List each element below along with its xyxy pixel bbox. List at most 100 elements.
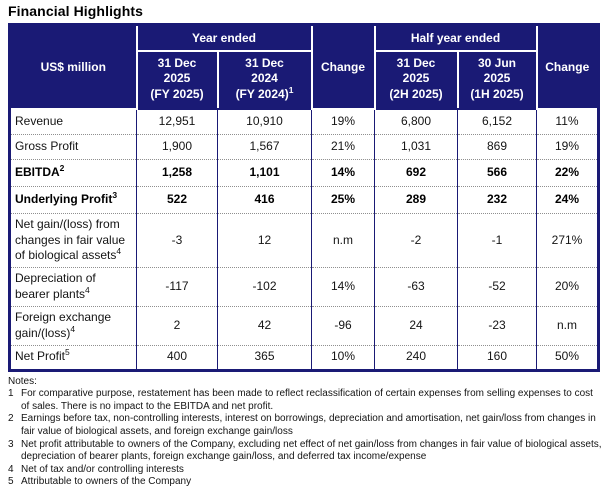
col-header-fy2024: 31 Dec 2024 (FY 2024)1 [216, 49, 313, 111]
row-label-sup: 4 [116, 246, 122, 257]
cell-2h2025: -63 [374, 267, 458, 307]
unit-label-cell: US$ million [8, 23, 138, 111]
row-label-text: EBITDA [15, 164, 60, 179]
col-header-2h2025-label: 31 Dec 2025 (2H 2025) [389, 55, 443, 101]
notes-section: Notes: 1 For comparative purpose, restat… [8, 376, 602, 489]
note-number: 5 [8, 476, 14, 488]
note-text: Attributable to owners of the Company [21, 476, 192, 488]
cell-fy-change: 25% [311, 185, 375, 214]
cell-1h2025: 566 [457, 158, 537, 187]
row-label: Underlying Profit3 [9, 185, 137, 214]
table-row-biological-assets: Net gain/(loss) from changes in fair val… [9, 212, 599, 268]
cell-1h2025: 232 [457, 185, 537, 214]
cell-fy2025: -117 [136, 267, 218, 307]
cell-fy-change: 14% [311, 158, 375, 187]
note-item: 2 Earnings before tax, non-controlling i… [8, 413, 602, 438]
financial-highlights-table: US$ million Year ended Change Half year … [8, 23, 600, 372]
row-label-text: Net gain/(loss) from changes in fair val… [15, 216, 126, 263]
table-body: Revenue 12,951 10,910 19% 6,800 6,152 11… [9, 108, 599, 371]
notes-heading: Notes: [8, 375, 37, 387]
cell-fy2025: 522 [136, 185, 218, 214]
group-year-label: Year ended [191, 30, 257, 45]
table-header: US$ million Year ended Change Half year … [8, 23, 600, 111]
row-label-sup: 4 [85, 285, 90, 296]
note-text: For comparative purpose, restatement has… [21, 388, 593, 412]
note-item: 4 Net of tax and/or controlling interest… [8, 464, 602, 477]
row-label-sup: 4 [70, 323, 76, 334]
table-row-foreign-exchange: Foreign exchange gain/(loss)4 2 42 -96 2… [9, 305, 599, 346]
row-label: Foreign exchange gain/(loss)4 [9, 305, 137, 346]
cell-2h2025: 289 [374, 185, 458, 214]
cell-fy-change: 14% [311, 267, 375, 307]
cell-hy-change: 271% [536, 212, 599, 268]
change-label-hy: Change [545, 60, 590, 75]
note-number: 2 [8, 413, 14, 425]
note-text: Net profit attributable to owners of the… [21, 438, 602, 463]
row-label-text: Underlying Profit [15, 191, 113, 206]
cell-fy2024: 416 [217, 185, 312, 214]
cell-fy-change: 10% [311, 344, 375, 371]
group-half-label: Half year ended [410, 30, 501, 45]
change-header-hy: Change [535, 23, 600, 111]
cell-fy2024: 1,101 [217, 158, 312, 187]
row-label-text: Depreciation of bearer plants [15, 271, 96, 302]
col-header-1h2025: 30 Jun 2025 (1H 2025) [456, 49, 538, 111]
cell-fy2024: 1,567 [217, 133, 312, 160]
cell-fy2024: 42 [217, 305, 312, 346]
col-header-fy2025: 31 Dec 2025 (FY 2025) [135, 49, 219, 111]
col-header-fy2024-label: 31 Dec 2024 (FY 2024) [235, 55, 289, 101]
col-header-fy2025-label: 31 Dec 2025 (FY 2025) [150, 55, 204, 101]
cell-fy2025: 400 [136, 344, 218, 371]
note-item: 1 For comparative purpose, restatement h… [8, 388, 602, 413]
table-row-gross-profit: Gross Profit 1,900 1,567 21% 1,031 869 1… [9, 133, 599, 160]
cell-hy-change: 20% [536, 267, 599, 307]
group-year-ended: Year ended [135, 23, 313, 52]
cell-1h2025: -1 [457, 212, 537, 268]
row-label: Net gain/(loss) from changes in fair val… [9, 212, 137, 268]
row-label-text: Foreign exchange gain/(loss) [15, 309, 112, 340]
cell-2h2025: 240 [374, 344, 458, 371]
row-label-sup: 5 [65, 347, 70, 358]
cell-fy-change: -96 [311, 305, 375, 346]
row-label-sup: 2 [59, 162, 65, 173]
col-header-2h2025: 31 Dec 2025 (2H 2025) [373, 49, 459, 111]
cell-fy2025: 2 [136, 305, 218, 346]
cell-hy-change: 11% [536, 108, 599, 135]
cell-fy-change: 21% [311, 133, 375, 160]
cell-2h2025: 6,800 [374, 108, 458, 135]
row-label: EBITDA2 [9, 158, 137, 187]
header-period-row: 31 Dec 2025 (FY 2025) 31 Dec 2024 (FY 20… [10, 49, 599, 111]
row-label: Net Profit5 [9, 344, 137, 371]
note-number: 3 [8, 438, 14, 450]
note-item: 3 Net profit attributable to owners of t… [8, 439, 602, 464]
cell-fy2025: 1,900 [136, 133, 218, 160]
cell-hy-change: 50% [536, 344, 599, 371]
note-number: 1 [8, 388, 14, 400]
row-label-text: Gross Profit [15, 138, 79, 153]
change-label-fy: Change [320, 60, 365, 75]
cell-2h2025: 1,031 [374, 133, 458, 160]
cell-1h2025: 160 [457, 344, 537, 371]
row-label: Revenue [9, 108, 137, 135]
cell-fy-change: 19% [311, 108, 375, 135]
note-text: Earnings before tax, non-controlling int… [21, 413, 596, 437]
table-row-net-profit: Net Profit5 400 365 10% 240 160 50% [9, 344, 599, 371]
cell-1h2025: -23 [457, 305, 537, 346]
row-label-sup: 3 [112, 189, 118, 200]
cell-1h2025: 6,152 [457, 108, 537, 135]
cell-fy2025: 1,258 [136, 158, 218, 187]
cell-fy-change: n.m [311, 212, 375, 268]
page-title: Financial Highlights [8, 3, 144, 19]
col-header-1h2025-label: 30 Jun 2025 (1H 2025) [470, 55, 524, 101]
row-label: Gross Profit [9, 133, 137, 160]
cell-2h2025: 24 [374, 305, 458, 346]
unit-label: US$ million [40, 60, 106, 75]
cell-hy-change: 19% [536, 133, 599, 160]
row-label: Depreciation of bearer plants4 [9, 267, 137, 307]
cell-hy-change: 24% [536, 185, 599, 214]
header-group-row: US$ million Year ended Change Half year … [8, 23, 600, 111]
cell-fy2024: 12 [217, 212, 312, 268]
table-row-underlying-profit: Underlying Profit3 522 416 25% 289 232 2… [9, 185, 599, 214]
row-label-text: Revenue [15, 114, 64, 129]
